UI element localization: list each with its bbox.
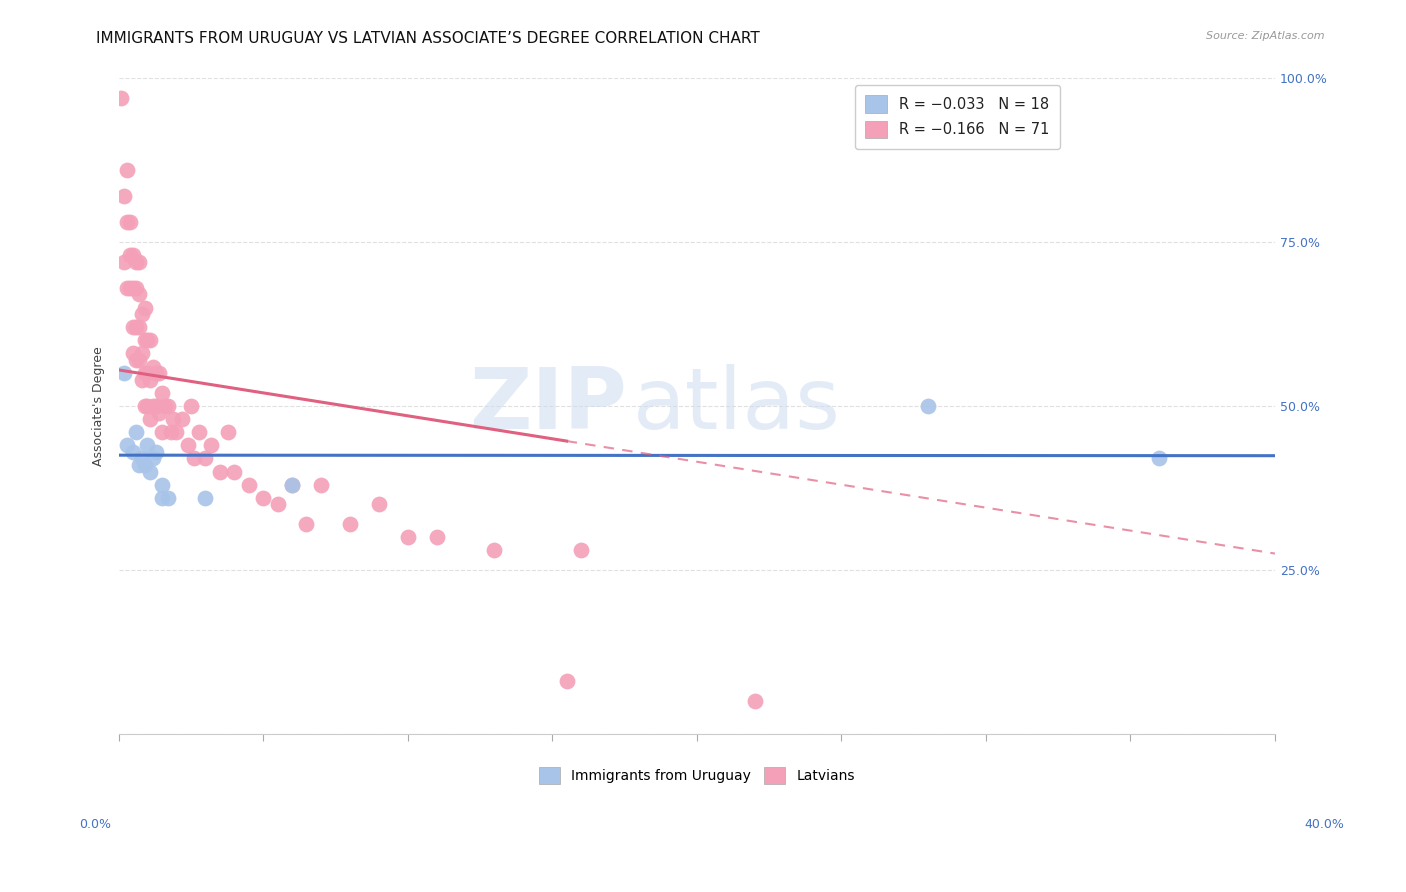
Point (134, 399, 156, 413)
Point (145, 399, 167, 413)
Point (128, 320, 150, 334)
Point (125, 281, 148, 295)
Text: Source: ZipAtlas.com: Source: ZipAtlas.com (1206, 31, 1324, 41)
Point (339, 516, 361, 531)
Point (139, 334, 162, 348)
Point (142, 451, 165, 466)
Point (142, 399, 165, 413)
Point (194, 491, 217, 505)
Point (139, 373, 162, 387)
Point (134, 334, 156, 348)
Point (115, 438, 138, 452)
Point (139, 412, 162, 426)
Point (112, 366, 135, 380)
Point (188, 425, 211, 440)
Point (156, 491, 179, 505)
Point (183, 451, 205, 466)
Point (125, 425, 148, 440)
Point (122, 248, 145, 262)
Point (180, 399, 202, 413)
Point (136, 438, 159, 452)
Point (309, 477, 332, 491)
Point (139, 465, 162, 479)
Point (110, 90, 132, 104)
Point (281, 477, 304, 491)
Point (136, 399, 159, 413)
Y-axis label: Associate's Degree: Associate's Degree (93, 346, 105, 466)
Point (224, 465, 246, 479)
Point (128, 458, 150, 472)
Point (177, 438, 200, 452)
Point (156, 399, 179, 413)
Point (917, 399, 939, 413)
Point (150, 491, 173, 505)
Point (131, 346, 153, 360)
Point (208, 465, 231, 479)
Point (484, 543, 506, 558)
Point (425, 530, 447, 544)
Point (122, 320, 145, 334)
Point (367, 497, 389, 511)
Point (281, 477, 304, 491)
Point (150, 385, 173, 400)
Point (128, 287, 150, 301)
Point (125, 254, 148, 268)
Point (120, 215, 142, 229)
Point (150, 425, 173, 440)
Point (131, 307, 153, 321)
Point (148, 366, 170, 380)
Point (200, 438, 222, 452)
Text: atlas: atlas (633, 365, 841, 448)
Point (396, 530, 419, 544)
Point (120, 248, 142, 262)
Point (122, 346, 145, 360)
Point (134, 366, 156, 380)
Point (295, 516, 318, 531)
Point (131, 373, 153, 387)
Point (136, 366, 159, 380)
Legend: Immigrants from Uruguay, Latvians: Immigrants from Uruguay, Latvians (533, 761, 860, 789)
Point (120, 281, 142, 295)
Point (122, 445, 145, 459)
Point (148, 405, 170, 419)
Point (165, 425, 187, 440)
Point (112, 254, 135, 268)
Point (115, 281, 138, 295)
Point (134, 301, 156, 315)
Point (145, 366, 167, 380)
Point (150, 477, 173, 491)
Point (162, 412, 184, 426)
Text: ZIP: ZIP (470, 365, 627, 448)
Point (252, 491, 274, 505)
Point (159, 425, 181, 440)
Point (125, 353, 148, 368)
Point (266, 497, 288, 511)
Point (744, 694, 766, 708)
Point (112, 189, 135, 203)
Point (125, 320, 148, 334)
Text: 0.0%: 0.0% (80, 818, 111, 830)
Point (238, 477, 260, 491)
Text: IMMIGRANTS FROM URUGUAY VS LATVIAN ASSOCIATE’S DEGREE CORRELATION CHART: IMMIGRANTS FROM URUGUAY VS LATVIAN ASSOC… (96, 31, 759, 46)
Text: 40.0%: 40.0% (1305, 818, 1344, 830)
Point (172, 412, 194, 426)
Point (128, 353, 150, 368)
Point (217, 425, 239, 440)
Point (145, 445, 167, 459)
Point (569, 543, 592, 558)
Point (128, 254, 150, 268)
Point (136, 334, 159, 348)
Point (131, 451, 153, 466)
Point (194, 451, 217, 466)
Point (1149, 451, 1171, 466)
Point (555, 674, 578, 689)
Point (142, 359, 165, 374)
Point (115, 215, 138, 229)
Point (115, 162, 138, 177)
Point (134, 458, 156, 472)
Point (122, 281, 145, 295)
Point (153, 399, 176, 413)
